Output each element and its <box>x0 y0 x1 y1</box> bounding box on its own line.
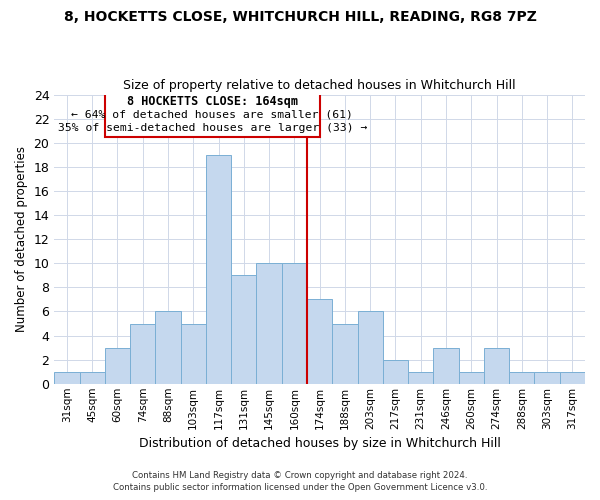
Title: Size of property relative to detached houses in Whitchurch Hill: Size of property relative to detached ho… <box>124 79 516 92</box>
Bar <box>206 155 231 384</box>
Y-axis label: Number of detached properties: Number of detached properties <box>15 146 28 332</box>
Bar <box>105 348 130 384</box>
Text: ← 64% of detached houses are smaller (61): ← 64% of detached houses are smaller (61… <box>71 110 353 120</box>
Bar <box>433 348 458 384</box>
Bar <box>383 360 408 384</box>
Bar <box>54 372 80 384</box>
Bar <box>332 324 358 384</box>
Bar <box>155 312 181 384</box>
Bar <box>458 372 484 384</box>
Bar <box>535 372 560 384</box>
FancyBboxPatch shape <box>105 91 320 136</box>
Bar <box>130 324 155 384</box>
Bar <box>509 372 535 384</box>
Bar <box>560 372 585 384</box>
Text: 8 HOCKETTS CLOSE: 164sqm: 8 HOCKETTS CLOSE: 164sqm <box>127 94 298 108</box>
Bar <box>484 348 509 384</box>
Bar <box>80 372 105 384</box>
Bar <box>282 264 307 384</box>
Bar <box>231 276 256 384</box>
Text: 35% of semi-detached houses are larger (33) →: 35% of semi-detached houses are larger (… <box>58 122 367 132</box>
Text: 8, HOCKETTS CLOSE, WHITCHURCH HILL, READING, RG8 7PZ: 8, HOCKETTS CLOSE, WHITCHURCH HILL, READ… <box>64 10 536 24</box>
Bar <box>256 264 282 384</box>
Bar <box>408 372 433 384</box>
Bar <box>181 324 206 384</box>
Bar <box>358 312 383 384</box>
X-axis label: Distribution of detached houses by size in Whitchurch Hill: Distribution of detached houses by size … <box>139 437 500 450</box>
Bar <box>307 300 332 384</box>
Text: Contains HM Land Registry data © Crown copyright and database right 2024.
Contai: Contains HM Land Registry data © Crown c… <box>113 471 487 492</box>
